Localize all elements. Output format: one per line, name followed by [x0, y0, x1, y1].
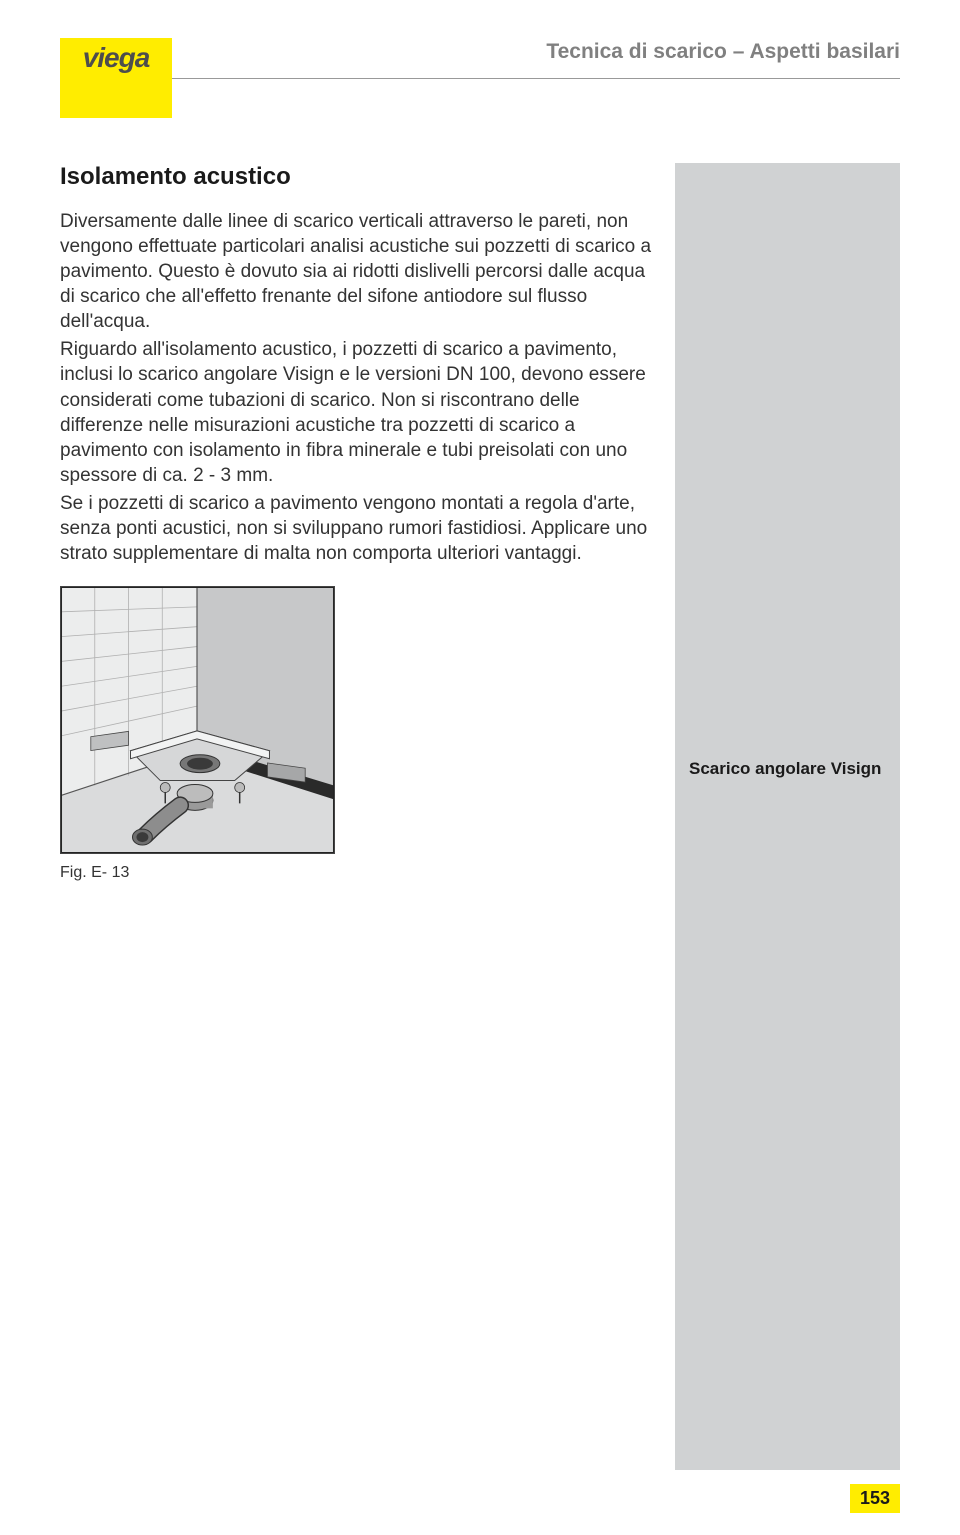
figure-corner-drain	[60, 586, 335, 854]
content-row: Isolamento acustico Diversamente dalle l…	[60, 163, 900, 1470]
main-column: Isolamento acustico Diversamente dalle l…	[60, 163, 655, 1470]
page-header: viega Tecnica di scarico – Aspetti basil…	[60, 38, 900, 108]
drain-illustration	[61, 587, 334, 853]
sidebar: Scarico angolare Visign	[675, 163, 900, 1470]
page-heading: Isolamento acustico	[60, 163, 655, 191]
page: viega Tecnica di scarico – Aspetti basil…	[0, 0, 960, 1535]
brand-logo: viega	[60, 38, 172, 78]
figure-caption: Fig. E- 13	[60, 864, 655, 882]
logo-block: viega	[60, 38, 172, 118]
header-section: Tecnica di scarico	[546, 40, 727, 63]
sidebar-label: Scarico angolare Visign	[689, 758, 886, 780]
header-separator: –	[727, 40, 750, 63]
figure-block: Fig. E- 13	[60, 586, 655, 882]
header-subsection: Aspetti basilari	[749, 40, 900, 63]
body-paragraph: Riguardo all'isolamento acustico, i pozz…	[60, 337, 655, 487]
body-paragraph: Diversamente dalle linee di scarico vert…	[60, 209, 655, 334]
sidebar-content: Scarico angolare Visign	[675, 748, 900, 790]
header-rule	[172, 78, 900, 79]
header-title: Tecnica di scarico – Aspetti basilari	[546, 38, 900, 64]
logo-accent	[60, 78, 172, 118]
body-paragraph: Se i pozzetti di scarico a pavimento ven…	[60, 491, 655, 566]
page-number: 153	[850, 1484, 900, 1513]
